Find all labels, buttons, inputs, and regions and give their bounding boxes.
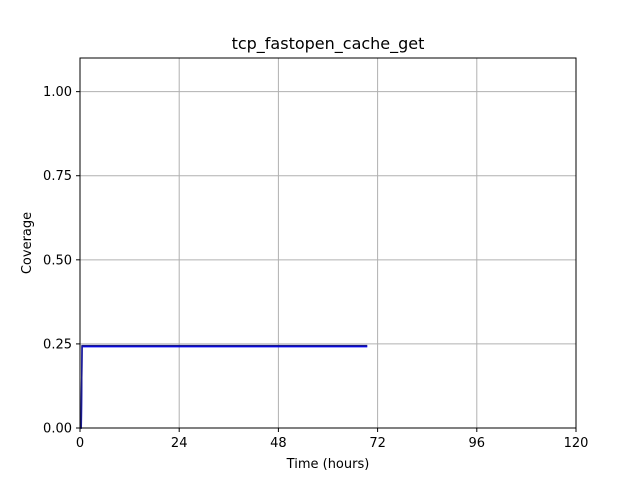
x-axis-label: Time (hours)	[286, 457, 370, 472]
y-tick-label-2: 0.50	[43, 253, 72, 268]
series-layer	[80, 344, 368, 429]
series-line-1	[80, 344, 368, 429]
x-tick-label-1: 24	[171, 436, 188, 451]
y-axis-label: Coverage	[20, 212, 35, 274]
series-line-0	[80, 345, 368, 429]
x-tick-label-4: 96	[469, 436, 486, 451]
y-tick-label-4: 1.00	[43, 85, 72, 100]
y-tick-label-3: 0.75	[43, 169, 72, 184]
x-tick-label-0: 0	[76, 436, 84, 451]
y-tick-label-0: 0.00	[43, 422, 72, 437]
x-tick-label-3: 72	[369, 436, 386, 451]
y-tick-label-1: 0.25	[43, 337, 72, 352]
plot-frame	[79, 57, 577, 429]
x-tick-label-5: 120	[564, 436, 589, 451]
chart-title: tcp_fastopen_cache_get	[232, 34, 425, 54]
ticks: 0 24 48 72 96 120 0.00 0.25 0.50 0.75 1.00	[43, 85, 588, 451]
grid	[79, 58, 577, 429]
x-tick-label-2: 48	[270, 436, 287, 451]
